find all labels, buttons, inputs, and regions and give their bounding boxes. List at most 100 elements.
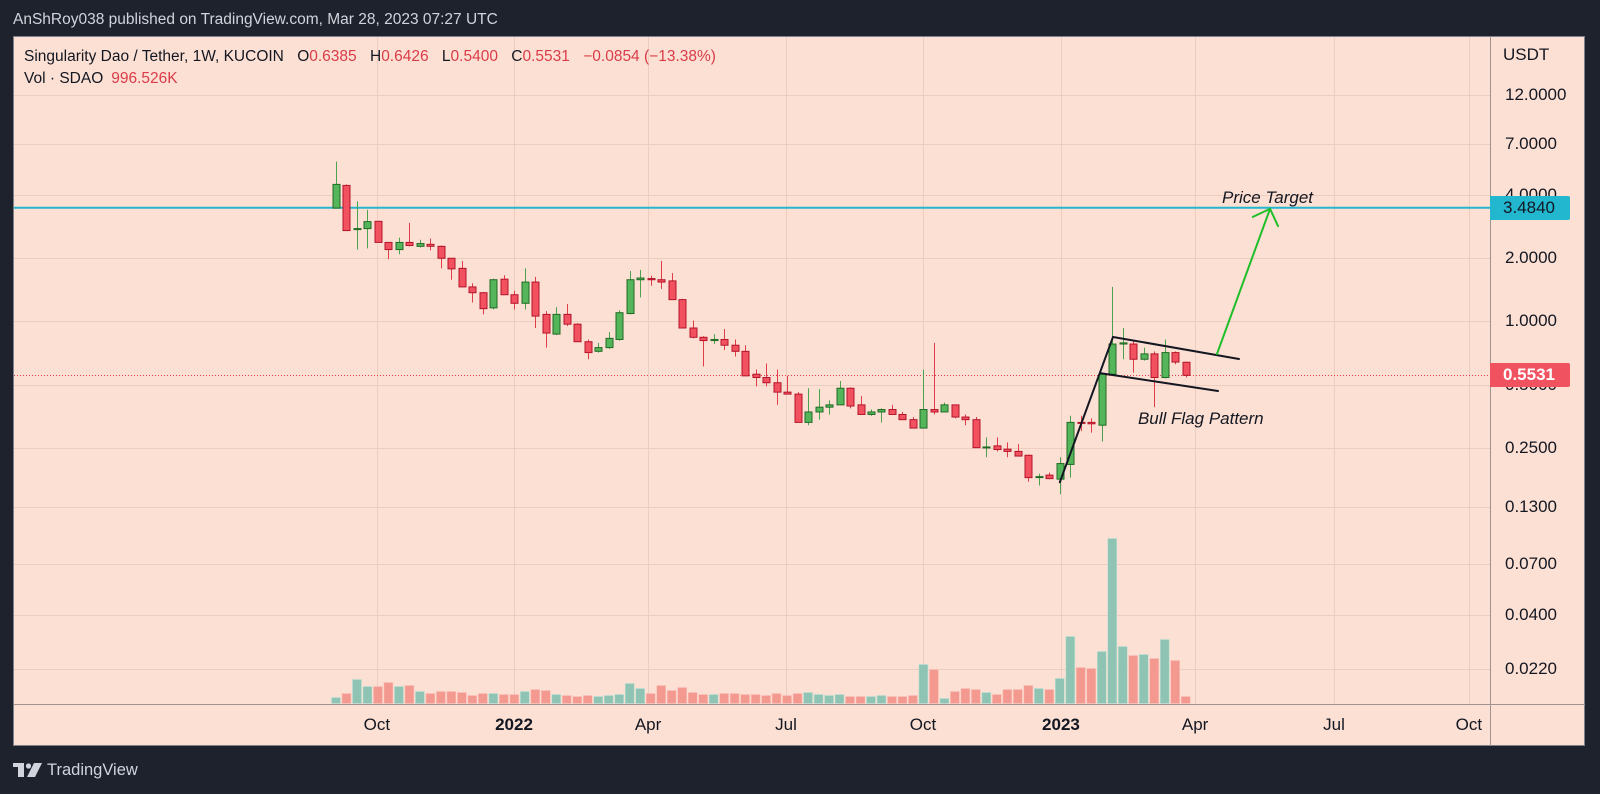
volume-bar	[457, 692, 467, 704]
candle-body	[783, 391, 792, 395]
candle-body	[489, 279, 498, 309]
candle-body	[594, 347, 603, 352]
chart-frame	[13, 36, 1585, 746]
price-tick-label: 7.0000	[1505, 134, 1557, 154]
candle	[1150, 351, 1159, 408]
candle	[636, 269, 645, 298]
candle	[437, 245, 446, 269]
candle	[573, 323, 582, 343]
tradingview-brand: TradingView	[47, 760, 138, 779]
price-tick-label: 1.0000	[1505, 311, 1557, 331]
price-change: −0.0854 (−13.38%)	[583, 48, 716, 65]
volume-bar	[677, 687, 687, 704]
candle	[1003, 442, 1012, 458]
volume-bar	[593, 696, 604, 704]
volume-bar	[1107, 538, 1118, 704]
candle-body	[374, 220, 383, 243]
candle-body	[857, 404, 866, 415]
candle-body	[993, 445, 1002, 451]
candle	[552, 307, 561, 336]
candle-body	[762, 377, 771, 384]
volume-bar	[939, 698, 950, 704]
candle-body	[836, 387, 845, 406]
high-label: H	[369, 48, 382, 65]
legend-low: L0.5400	[442, 48, 498, 65]
candle	[668, 273, 677, 301]
candle	[510, 290, 519, 310]
candle	[1182, 361, 1191, 378]
volume-bar	[645, 693, 656, 704]
volume-bar	[929, 669, 939, 704]
volume-bar	[1065, 636, 1076, 704]
candle-body	[773, 382, 782, 393]
volume-bar	[404, 685, 415, 704]
candle-body	[1003, 448, 1012, 452]
candle-body	[647, 278, 656, 281]
volume-bar	[509, 694, 520, 704]
candle	[1014, 444, 1023, 457]
volume-bar	[635, 688, 646, 704]
arrow-head-icon	[1251, 207, 1272, 218]
volume-bar	[614, 694, 625, 704]
volume-bar	[782, 695, 792, 704]
candle	[374, 220, 383, 243]
volume-bar	[897, 696, 908, 704]
candle	[426, 238, 435, 251]
candle-body	[972, 419, 981, 449]
candle	[1045, 472, 1054, 480]
volume-bar	[520, 691, 530, 704]
candle	[563, 304, 572, 327]
time-tick-label: Jul	[775, 715, 797, 734]
volume-bar	[1002, 689, 1013, 704]
candle	[909, 417, 918, 429]
time-axis[interactable]	[14, 705, 1490, 745]
volume-bar	[792, 693, 803, 704]
candle-body	[447, 257, 456, 270]
volume-bar	[845, 696, 855, 704]
candle-body	[426, 243, 435, 247]
price-target-label: Price Target	[1222, 188, 1314, 207]
volume-bar	[887, 696, 897, 704]
candle-body	[741, 350, 750, 377]
candle-body	[552, 313, 561, 335]
candle	[458, 261, 467, 288]
candle	[741, 345, 750, 377]
candle-body	[468, 286, 477, 294]
candle	[877, 408, 886, 423]
candle-body	[699, 336, 708, 342]
volume-bar	[436, 691, 446, 704]
candle-body	[531, 281, 540, 317]
candle-body	[982, 446, 991, 449]
candle	[783, 375, 792, 395]
price-tick-label: 0.2500	[1505, 437, 1557, 457]
candle	[468, 283, 477, 303]
volume-bar	[478, 693, 488, 704]
candle	[353, 201, 362, 250]
candle	[762, 363, 771, 387]
candle-body	[342, 184, 351, 232]
candle-body	[846, 387, 855, 407]
candle	[594, 342, 603, 353]
candle-body	[898, 413, 907, 421]
tradingview-logo-link[interactable]: TradingView	[13, 760, 138, 780]
candle-body	[363, 221, 372, 230]
chart-plot-area[interactable]	[14, 37, 1490, 704]
candle	[982, 437, 991, 458]
volume-bar	[1180, 696, 1191, 704]
candle	[447, 257, 456, 280]
candle-body	[1150, 353, 1159, 379]
candle	[1171, 351, 1180, 365]
volume-bar	[331, 697, 341, 704]
volume-value: 996.526K	[111, 70, 178, 87]
candle	[584, 339, 593, 360]
candle	[500, 275, 509, 296]
candle	[416, 239, 425, 248]
candle	[961, 414, 970, 426]
volume-bar	[362, 686, 373, 704]
candle	[689, 320, 698, 339]
candle-body	[1024, 454, 1033, 479]
volume-bar	[1128, 655, 1139, 704]
volume-bar	[813, 694, 824, 704]
candle-body	[961, 416, 970, 421]
candle	[919, 369, 928, 429]
